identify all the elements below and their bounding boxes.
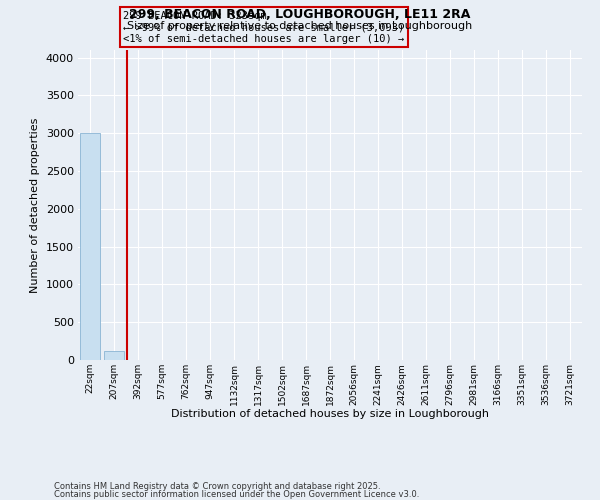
X-axis label: Distribution of detached houses by size in Loughborough: Distribution of detached houses by size … [171, 409, 489, 419]
Text: Contains public sector information licensed under the Open Government Licence v3: Contains public sector information licen… [54, 490, 419, 499]
Text: Size of property relative to detached houses in Loughborough: Size of property relative to detached ho… [127, 21, 473, 31]
Y-axis label: Number of detached properties: Number of detached properties [30, 118, 40, 292]
Text: Contains HM Land Registry data © Crown copyright and database right 2025.: Contains HM Land Registry data © Crown c… [54, 482, 380, 491]
Text: 299 BEACON ROAD: 323sqm
← >99% of detached houses are smaller (3,093)
<1% of sem: 299 BEACON ROAD: 323sqm ← >99% of detach… [124, 10, 404, 44]
Text: 299, BEACON ROAD, LOUGHBOROUGH, LE11 2RA: 299, BEACON ROAD, LOUGHBOROUGH, LE11 2RA [130, 8, 470, 20]
Bar [80, 133, 100, 360]
Bar [104, 351, 124, 360]
